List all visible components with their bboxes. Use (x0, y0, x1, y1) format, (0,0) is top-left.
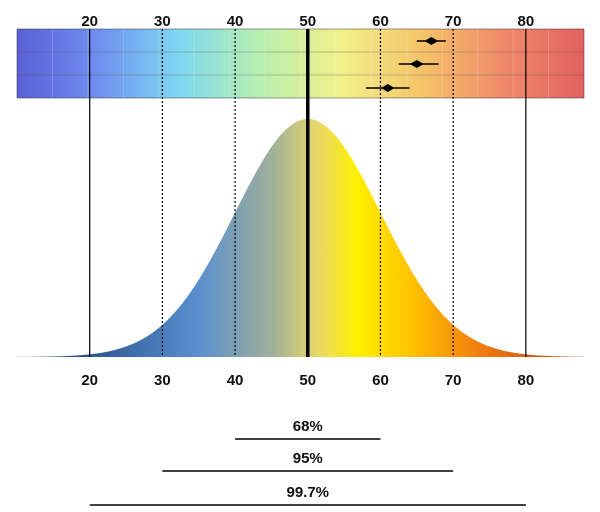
point-estimate-marker (409, 60, 424, 68)
distribution-curve (17, 119, 584, 357)
x-tick-label-bottom: 80 (518, 372, 535, 389)
point-estimate-marker (380, 84, 395, 92)
x-tick-label-top: 20 (81, 13, 98, 30)
coverage-range-label: 95% (293, 450, 323, 467)
coverage-ranges: 68% 95% 99.7% (89, 418, 526, 506)
x-tick-label-top: 30 (154, 13, 171, 30)
coverage-range-label: 99.7% (286, 484, 329, 501)
x-tick-label-bottom: 70 (445, 372, 462, 389)
x-ticks-top: 20 30 40 50 60 70 80 (81, 13, 534, 30)
x-tick-label-bottom: 60 (372, 372, 389, 389)
x-tick-label-bottom: 20 (81, 372, 98, 389)
x-ticks-bottom: 20 30 40 50 60 70 80 (81, 372, 534, 389)
x-tick-label-top: 70 (445, 13, 462, 30)
x-tick-label-top: 60 (372, 13, 389, 30)
vertical-reference-lines (89, 29, 527, 357)
x-tick-label-bottom: 30 (154, 372, 171, 389)
x-tick-label-top: 80 (518, 13, 535, 30)
coverage-range-label: 68% (293, 418, 323, 435)
x-tick-label-top: 50 (299, 13, 316, 30)
x-tick-label-bottom: 50 (299, 372, 316, 389)
point-estimates (365, 37, 446, 92)
x-tick-label-top: 40 (227, 13, 244, 30)
x-tick-label-bottom: 40 (227, 372, 244, 389)
color-band (16, 28, 585, 99)
point-estimate-marker (424, 37, 439, 45)
